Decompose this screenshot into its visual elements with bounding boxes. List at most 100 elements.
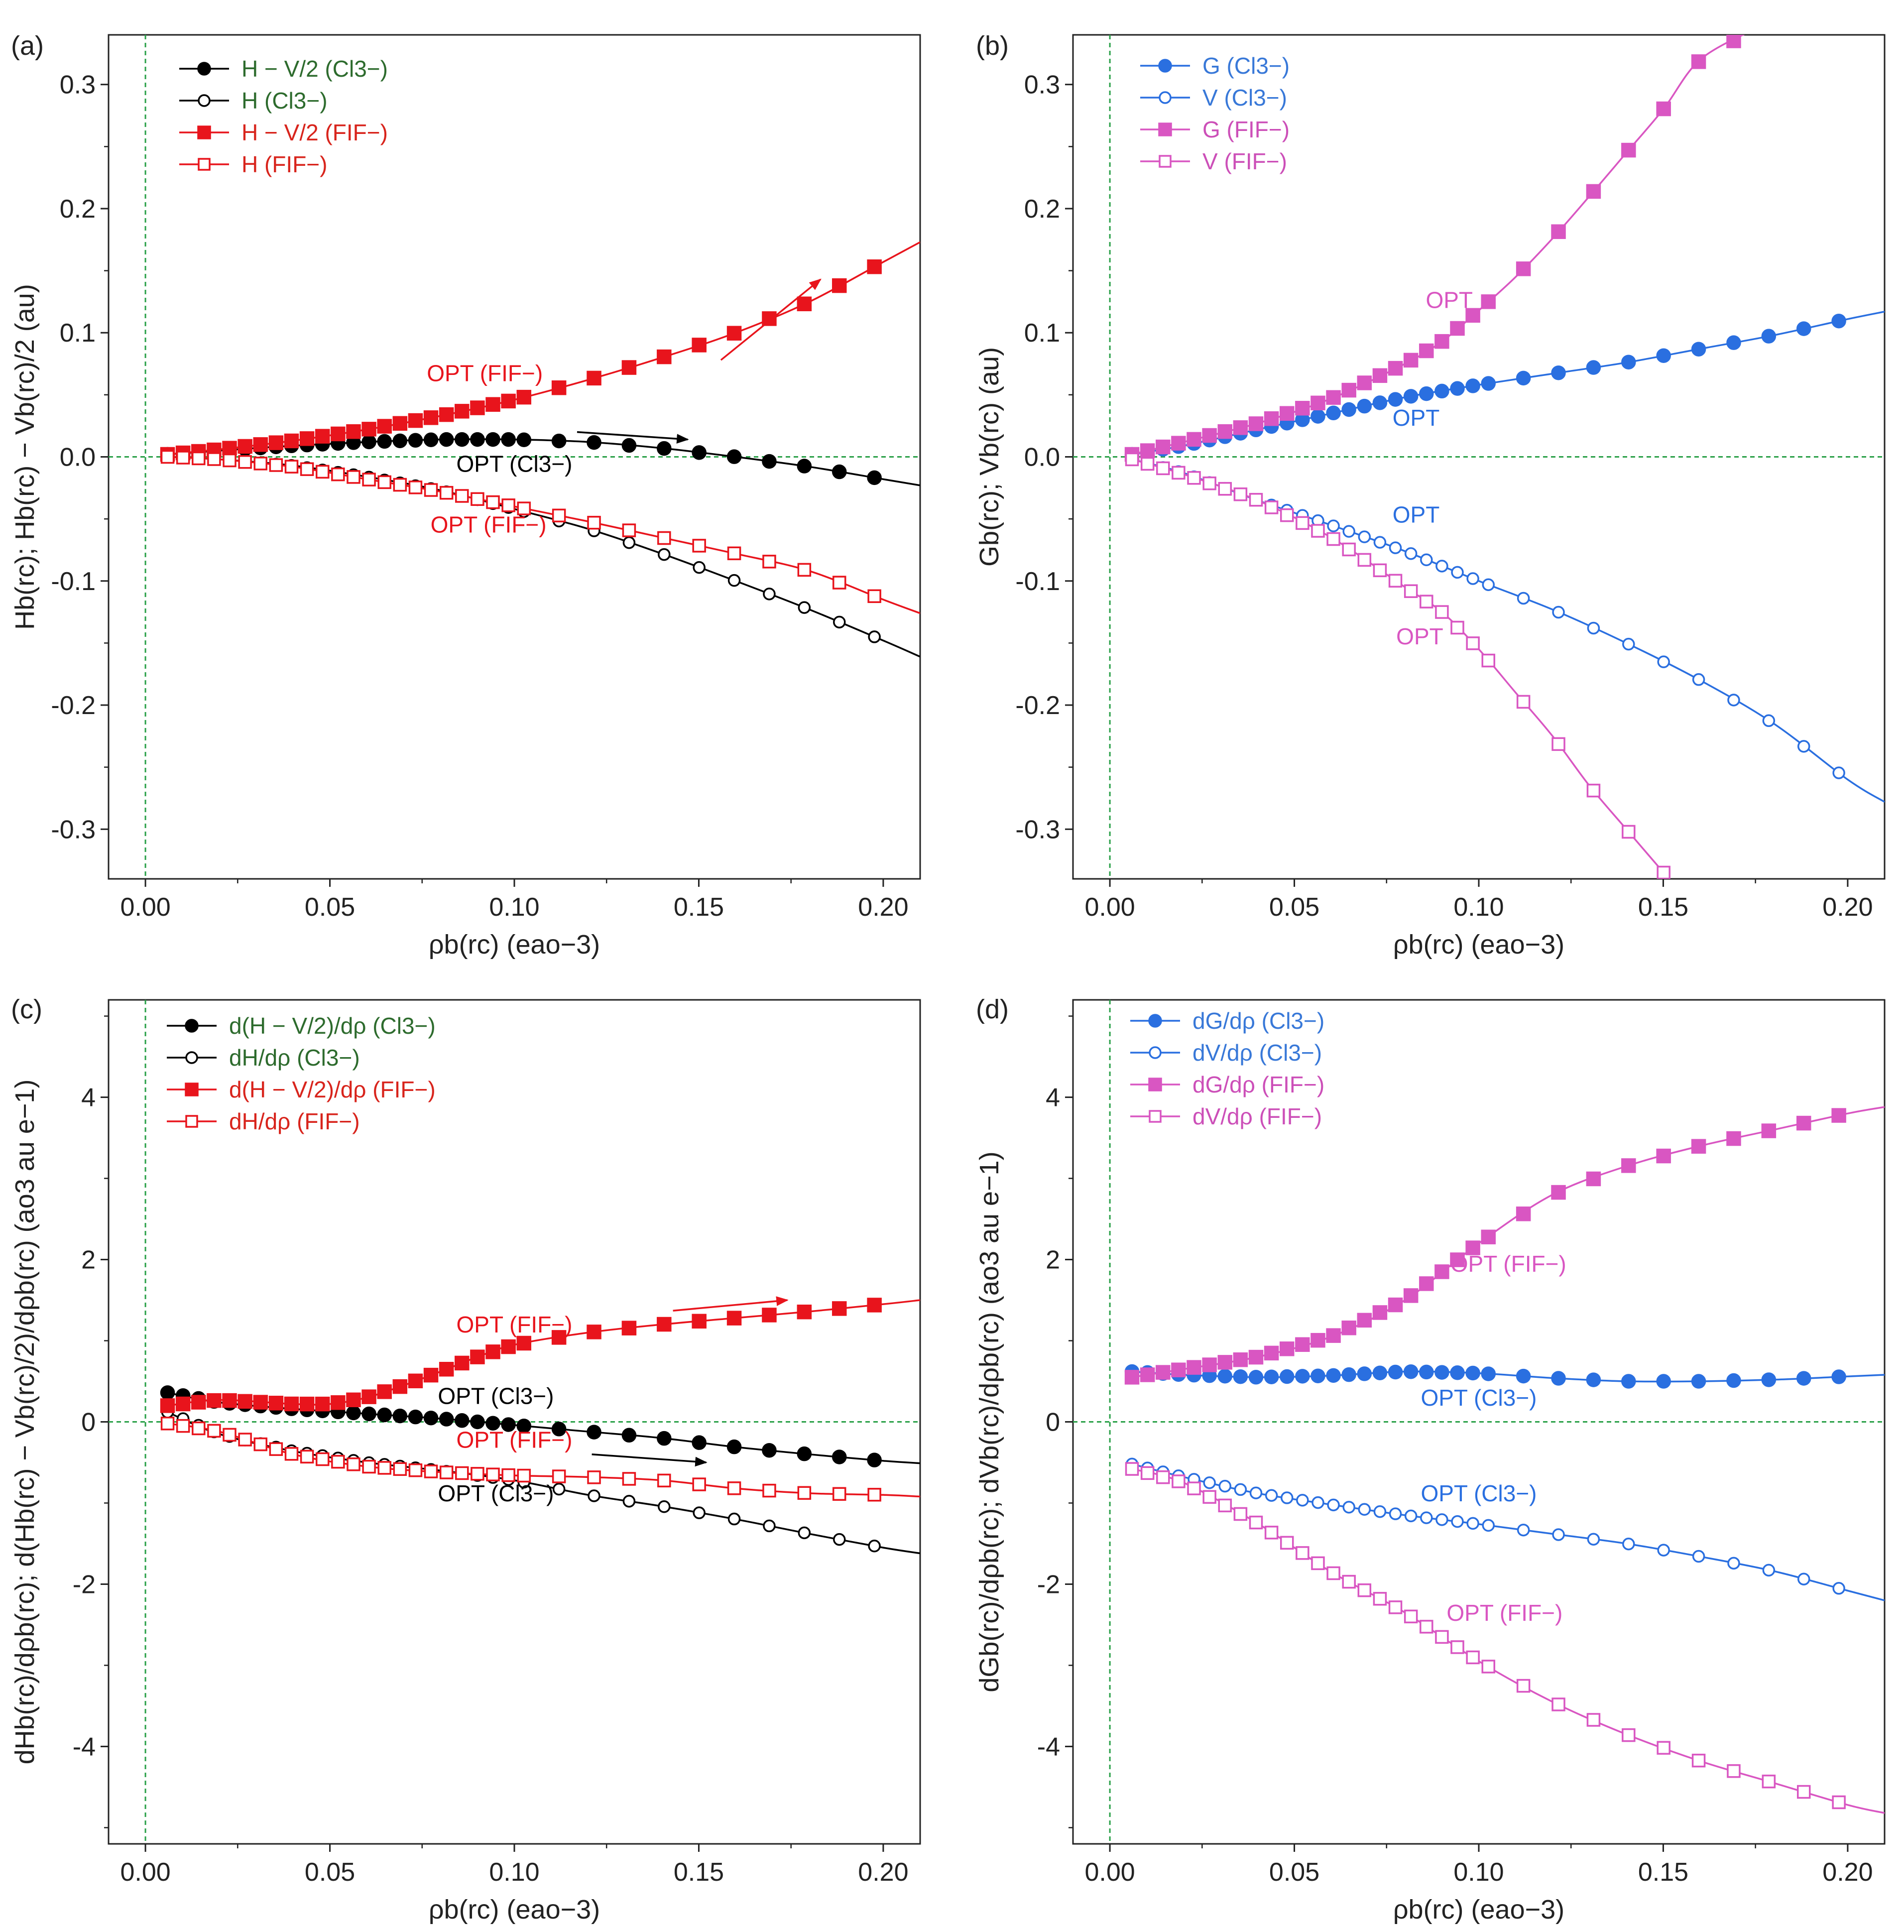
data-point: [346, 1405, 361, 1421]
data-point: [300, 462, 314, 476]
data-point: [455, 432, 470, 447]
legend-label: d(H − V/2)/dρ (Cl3−): [229, 1013, 436, 1039]
data-point: [238, 1394, 252, 1409]
data-point: [587, 1425, 601, 1440]
data-point: [1465, 308, 1480, 323]
panel-c: 0.00 0.05 0.10 0.15 0.20 -4 -2 0 2 4 ρb(rc) (eao−3…: [10, 994, 921, 1925]
data-point: [1389, 541, 1402, 554]
data-point: [1466, 572, 1479, 585]
data-point: [1420, 553, 1433, 567]
data-point: [1233, 1507, 1248, 1521]
data-point: [867, 589, 881, 604]
data-point: [160, 450, 175, 464]
y-tick-label: 0.1: [60, 319, 96, 348]
data-point: [1621, 1158, 1636, 1173]
data-point: [392, 433, 408, 449]
data-point: [1796, 1785, 1811, 1799]
data-point: [1761, 329, 1777, 344]
y-tick-label: -0.3: [1015, 815, 1060, 844]
data-point: [1481, 653, 1496, 668]
legend-marker: [1159, 91, 1172, 104]
data-point: [1140, 443, 1155, 458]
data-point: [832, 1487, 846, 1501]
data-point: [1326, 390, 1341, 405]
data-point: [471, 1467, 484, 1481]
plot-area: [1124, 1106, 1885, 1814]
data-point: [1657, 865, 1670, 879]
data-point: [1450, 1365, 1465, 1380]
data-point: [1342, 542, 1356, 557]
data-point: [587, 370, 601, 386]
data-point: [726, 449, 742, 464]
series-4: [160, 1417, 920, 1502]
data-point: [832, 464, 847, 480]
data-point: [1586, 1713, 1601, 1727]
data-point: [726, 326, 742, 341]
data-point: [1657, 655, 1670, 668]
data-point: [1726, 1131, 1741, 1146]
annotation-label: OPT (FIF−): [427, 360, 543, 386]
data-point: [501, 1468, 515, 1482]
data-point: [1516, 1368, 1531, 1384]
data-point: [1187, 1481, 1201, 1495]
series-4: [160, 450, 920, 614]
data-point: [393, 1462, 407, 1476]
data-point: [1249, 492, 1263, 507]
legend-marker: [185, 1115, 198, 1128]
data-point: [1691, 342, 1706, 357]
data-point: [1516, 370, 1531, 386]
legend-marker: [1159, 155, 1172, 168]
data-point: [1125, 1462, 1139, 1476]
data-point: [1172, 466, 1186, 480]
data-point: [1481, 376, 1496, 391]
data-point: [207, 1424, 221, 1438]
data-point: [551, 433, 567, 449]
data-point: [1587, 621, 1600, 635]
data-point: [693, 561, 706, 574]
legend-marker: [1158, 59, 1172, 73]
panel-b: 0.00 0.05 0.10 0.15 0.20 -0.3 -0.2 -0.1 0.0 0.1 0.…: [974, 31, 1886, 960]
y-tick-label: 0.2: [60, 195, 96, 224]
data-point: [1202, 428, 1217, 443]
data-point: [1373, 563, 1387, 578]
series-3: [1124, 35, 1745, 462]
panel-d: 0.00 0.05 0.10 0.15 0.20 -4 -2 0 2 4 ρb(rc) (eao−3…: [974, 994, 1886, 1925]
data-point: [798, 601, 811, 614]
x-axis-title: ρb(rc) (eao−3): [429, 930, 600, 960]
data-point: [516, 432, 532, 448]
data-point: [832, 278, 847, 293]
data-point: [726, 1439, 742, 1454]
y-axis-title: dHb(rc)/dρb(rc); d(Hb(rc) − Vb(rc)/2)/dρ…: [10, 1080, 40, 1765]
data-point: [762, 454, 777, 469]
data-point: [392, 416, 408, 431]
data-point: [284, 460, 299, 474]
data-point: [1692, 673, 1705, 686]
data-point: [588, 1489, 600, 1502]
data-point: [1217, 1368, 1233, 1384]
data-point: [192, 451, 206, 466]
data-point: [1326, 532, 1340, 546]
data-point: [1403, 389, 1419, 404]
data-point: [517, 501, 531, 515]
data-point: [1218, 1498, 1232, 1513]
data-point: [1234, 1483, 1247, 1496]
y-tick-label: -0.2: [51, 691, 96, 720]
data-point: [1372, 368, 1388, 383]
data-point: [300, 1449, 314, 1464]
data-point: [797, 1446, 812, 1461]
data-point: [833, 615, 846, 629]
data-point: [1404, 547, 1418, 560]
annotation-label: OPT (Cl3−): [456, 451, 572, 477]
data-point: [1248, 1370, 1264, 1385]
data-point: [621, 1321, 637, 1335]
data-point: [1482, 1519, 1495, 1532]
data-point: [1726, 35, 1741, 48]
data-point: [1389, 1507, 1402, 1520]
y-tick-label: 2: [81, 1246, 96, 1275]
data-point: [587, 1470, 601, 1484]
data-point: [253, 1437, 268, 1451]
data-point: [1327, 519, 1340, 532]
data-point: [1831, 313, 1846, 329]
data-point: [1586, 1171, 1601, 1187]
data-point: [361, 1406, 376, 1422]
